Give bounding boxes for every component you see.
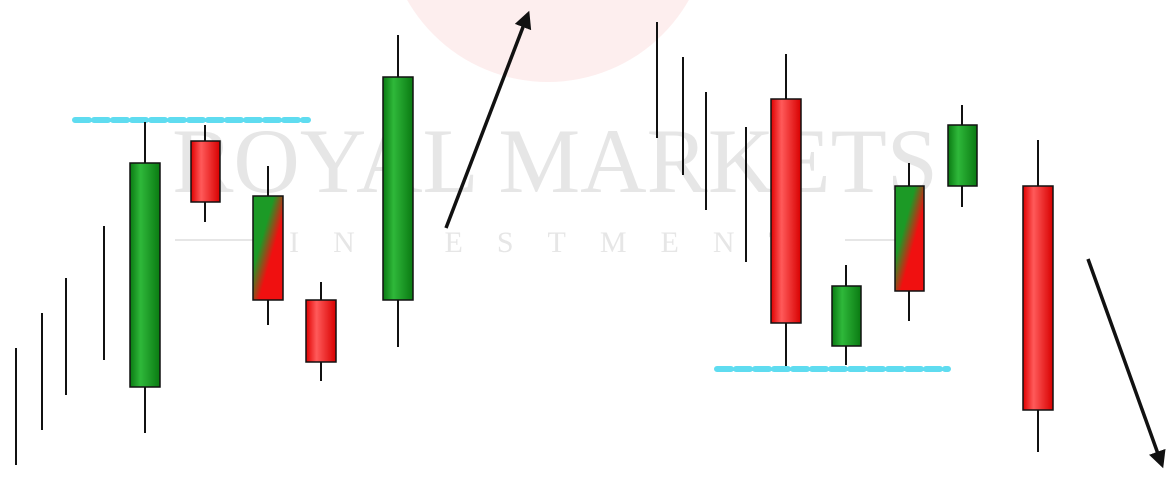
candle-body (382, 76, 414, 301)
candle-body (947, 124, 978, 187)
candle-body (190, 140, 221, 203)
candle-body (129, 162, 161, 388)
watermark-title: ROYAL MARKETS (172, 110, 938, 212)
candle-body (831, 285, 862, 347)
watermark-subtitle: INVESTMENT (289, 226, 821, 259)
left-pattern (15, 10, 532, 465)
candle-body (1022, 185, 1054, 411)
down-arrow (1086, 258, 1166, 469)
background-circle (407, 0, 689, 82)
candle-body (305, 299, 337, 363)
candle-body (252, 195, 284, 301)
candle-body (894, 185, 925, 292)
candle-body (770, 98, 802, 324)
up-arrow (444, 10, 532, 229)
right-pattern (656, 22, 1166, 469)
